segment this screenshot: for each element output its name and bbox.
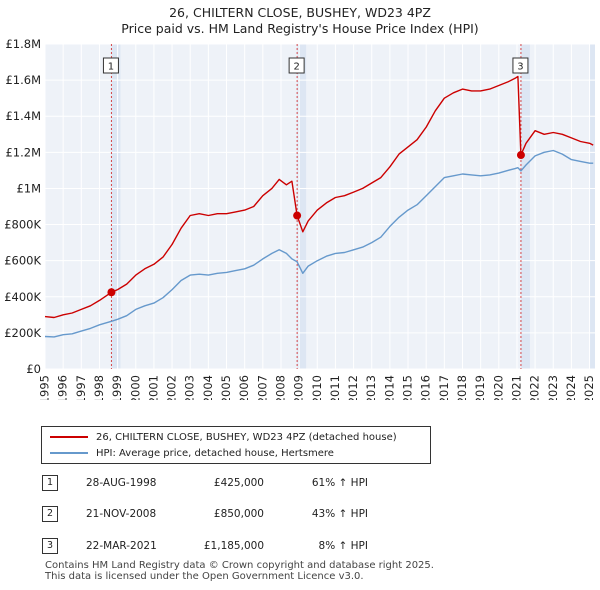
x-tick-label: 2012 bbox=[346, 375, 360, 400]
chart-title: 26, CHILTERN CLOSE, BUSHEY, WD23 4PZ bbox=[169, 5, 431, 20]
x-tick-label: 1995 bbox=[38, 375, 52, 400]
x-tick-label: 1998 bbox=[92, 375, 106, 400]
x-tick-label: 1999 bbox=[110, 375, 124, 400]
x-tick-label: 2011 bbox=[328, 375, 342, 400]
x-tick-label: 2006 bbox=[237, 375, 251, 400]
x-tick-label: 2004 bbox=[201, 375, 215, 400]
sale-row: 1 28-AUG-1998 £425,000 61% ↑ HPI bbox=[0, 472, 600, 492]
x-tick-label: 2009 bbox=[292, 375, 306, 400]
sale-period-band bbox=[111, 44, 121, 369]
hpi-line bbox=[44, 149, 594, 338]
footer: Contains HM Land Registry data © Crown c… bbox=[45, 560, 434, 582]
plot-area bbox=[45, 44, 595, 369]
y-tick-label: £1.2M bbox=[5, 145, 41, 159]
x-tick-label: 1997 bbox=[74, 375, 88, 400]
x-tick-label: 2019 bbox=[473, 375, 487, 400]
sale-number-box bbox=[288, 57, 305, 74]
x-tick-label: 2015 bbox=[401, 375, 415, 400]
sale-number-label: 3 bbox=[517, 62, 523, 73]
sale-number-box bbox=[102, 57, 119, 74]
legend-label-property: 26, CHILTERN CLOSE, BUSHEY, WD23 4PZ (de… bbox=[96, 431, 397, 443]
x-tick-label: 2021 bbox=[509, 375, 523, 400]
y-tick-label: £600K bbox=[4, 254, 41, 268]
price-chart: £0 £200K £400K £600K £800K £1M £1.2M £1.4M £1.6M… bbox=[4, 37, 596, 400]
sale-date: 21-NOV-2008 bbox=[86, 508, 157, 520]
x-tick-label: 2008 bbox=[273, 375, 287, 400]
y-tick-label: £1.4M bbox=[5, 109, 41, 123]
sale-period-band bbox=[520, 44, 530, 369]
sale-price: £850,000 bbox=[213, 508, 264, 520]
x-tick-label: 2024 bbox=[564, 375, 578, 400]
sale-point bbox=[107, 288, 116, 297]
sale-point bbox=[293, 211, 302, 220]
x-tick-label: 2010 bbox=[310, 375, 324, 400]
x-tick-label: 2014 bbox=[382, 375, 396, 400]
x-tick-label: 2007 bbox=[255, 375, 269, 400]
legend-line-property bbox=[50, 436, 88, 438]
x-tick-label: 2018 bbox=[455, 375, 469, 400]
sale-row: 3 22-MAR-2021 £1,185,000 8% ↑ HPI bbox=[0, 535, 600, 555]
sale-price: £1,185,000 bbox=[203, 540, 264, 552]
sale-period-band bbox=[297, 44, 307, 369]
sale-number-label: 1 bbox=[108, 62, 114, 73]
forecast-band bbox=[589, 44, 595, 369]
x-tick-label: 2020 bbox=[491, 375, 505, 400]
x-tick-label: 2000 bbox=[128, 375, 142, 400]
x-tick-label: 2017 bbox=[437, 375, 451, 400]
chart-subtitle: Price paid vs. HM Land Registry's House … bbox=[121, 21, 479, 36]
x-tick-label: 2003 bbox=[183, 375, 197, 400]
y-tick-label: £0 bbox=[26, 362, 41, 376]
y-tick-label: £400K bbox=[4, 290, 41, 304]
x-tick-label: 2005 bbox=[219, 375, 233, 400]
sale-number-badge: 1 bbox=[42, 475, 58, 491]
sale-hpi-change: 61% ↑ HPI bbox=[311, 477, 368, 489]
x-tick-label: 2016 bbox=[419, 375, 433, 400]
sale-number-label: 2 bbox=[293, 62, 299, 73]
sale-hpi-change: 8% ↑ HPI bbox=[318, 540, 368, 552]
x-tick-label: 1996 bbox=[56, 375, 70, 400]
y-tick-label: £1M bbox=[16, 181, 41, 195]
sale-number-badge: 3 bbox=[42, 538, 58, 554]
footer-line-1: Contains HM Land Registry data © Crown c… bbox=[45, 560, 434, 571]
sale-row: 2 21-NOV-2008 £850,000 43% ↑ HPI bbox=[0, 503, 600, 523]
legend-label-hpi: HPI: Average price, detached house, Hert… bbox=[96, 447, 334, 459]
x-tick-label: 2002 bbox=[165, 375, 179, 400]
x-tick-label: 2023 bbox=[546, 375, 560, 400]
y-tick-label: £1.6M bbox=[5, 73, 41, 87]
sale-price: £425,000 bbox=[213, 477, 264, 489]
sale-point bbox=[516, 151, 525, 160]
legend: 26, CHILTERN CLOSE, BUSHEY, WD23 4PZ (de… bbox=[41, 426, 431, 464]
legend-item-property: 26, CHILTERN CLOSE, BUSHEY, WD23 4PZ (de… bbox=[50, 430, 397, 444]
x-tick-label: 2001 bbox=[146, 375, 160, 400]
property-price-line bbox=[44, 75, 594, 319]
sale-date: 22-MAR-2021 bbox=[86, 540, 157, 552]
legend-line-hpi bbox=[50, 452, 88, 454]
x-tick-label: 2013 bbox=[364, 375, 378, 400]
x-tick-label: 2025 bbox=[582, 375, 596, 400]
footer-line-2: This data is licensed under the Open Gov… bbox=[45, 571, 364, 582]
x-tick-label: 2022 bbox=[528, 375, 542, 400]
sale-number-box bbox=[512, 57, 529, 74]
y-tick-label: £800K bbox=[4, 218, 41, 232]
y-tick-label: £1.8M bbox=[5, 37, 41, 51]
y-tick-label: £200K bbox=[4, 326, 41, 340]
sale-date: 28-AUG-1998 bbox=[86, 477, 157, 489]
sale-hpi-change: 43% ↑ HPI bbox=[311, 508, 368, 520]
sale-number-badge: 2 bbox=[42, 506, 58, 522]
legend-item-hpi: HPI: Average price, detached house, Hert… bbox=[50, 446, 334, 460]
